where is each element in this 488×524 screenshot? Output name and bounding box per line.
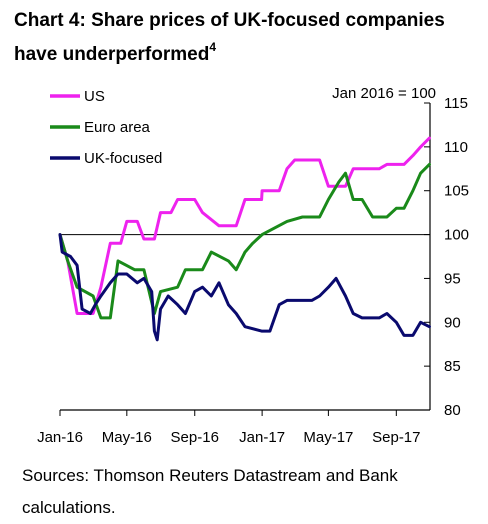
x-tick-label: May-16 (102, 429, 152, 446)
legend-label: UK-focused (84, 150, 162, 167)
chart-axes: 80 85 90 95 100 105 110 115 Jan-16 May-16 Sep-16 Ja… (37, 95, 469, 446)
chart-title-text: Chart 4: Share prices of UK-focused comp… (14, 10, 445, 65)
y-tick-label: 115 (444, 95, 468, 112)
y-tick-label: 85 (444, 358, 461, 375)
footnote-marker: 4 (209, 40, 217, 54)
chart-series (58, 136, 431, 342)
x-tick-label: Sep-16 (171, 429, 219, 446)
line-chart: 80 85 90 95 100 105 110 115 Jan-16 May-16 Sep-16 Ja… (37, 85, 469, 446)
y-tick-label: 110 (444, 139, 468, 156)
series-line-uk-focused (58, 233, 431, 342)
y-tick-label: 90 (444, 314, 461, 331)
index-note: Jan 2016 = 100 (332, 85, 436, 102)
x-tick-label: Jan-16 (37, 429, 83, 446)
chart-legend: US Euro area UK-focused (50, 88, 162, 167)
sources-note: Sources: Thomson Reuters Datastream and … (22, 466, 398, 517)
series-line-us (58, 136, 431, 315)
x-tick-label: Sep-17 (372, 429, 420, 446)
legend-label: US (84, 88, 105, 105)
legend-label: Euro area (84, 119, 151, 136)
y-tick-label: 80 (444, 402, 461, 419)
x-tick-label: May-17 (303, 429, 353, 446)
series-line-euro-area (58, 162, 431, 320)
y-tick-label: 100 (444, 227, 469, 244)
y-tick-label: 95 (444, 270, 461, 287)
y-tick-label: 105 (444, 183, 469, 200)
chart-title: Chart 4: Share prices of UK-focused comp… (14, 4, 484, 72)
x-tick-label: Jan-17 (239, 429, 285, 446)
